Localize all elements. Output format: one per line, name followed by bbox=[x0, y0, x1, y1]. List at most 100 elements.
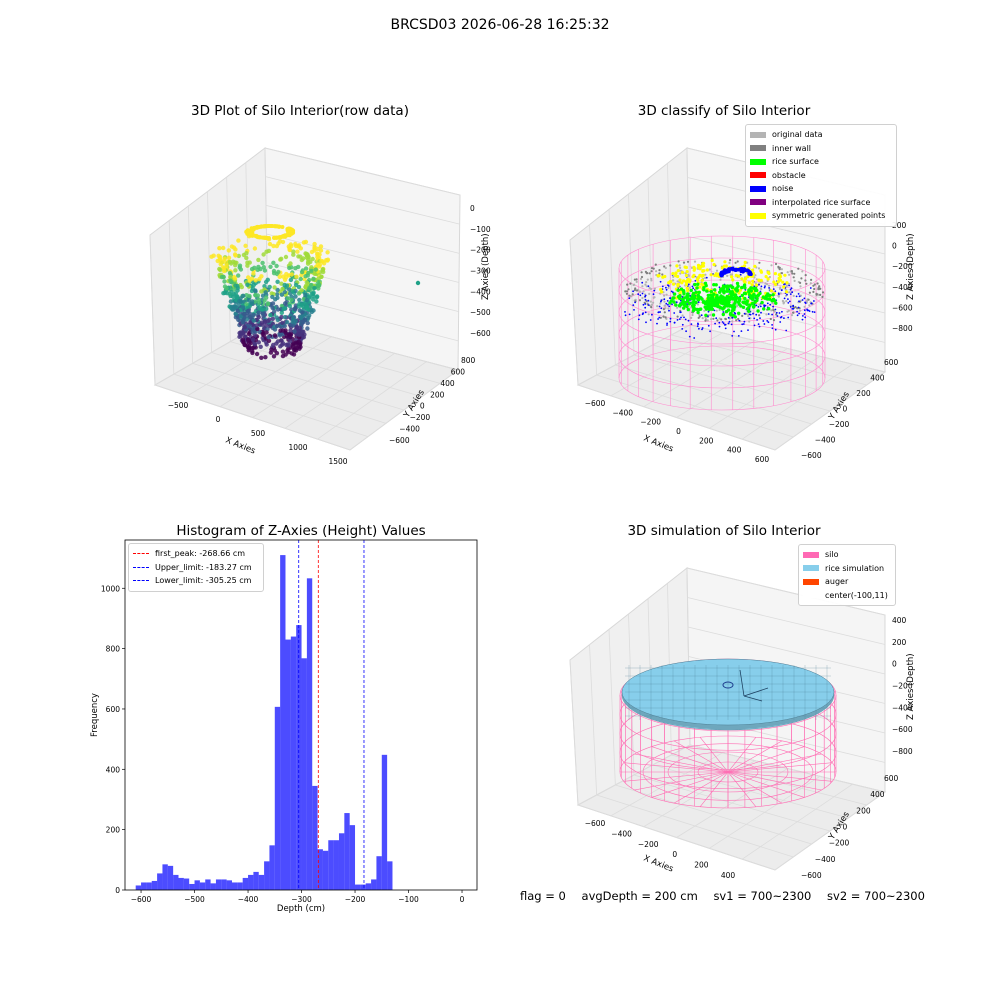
classify-point bbox=[799, 285, 802, 288]
raw-point bbox=[319, 258, 324, 264]
raw-point bbox=[247, 324, 253, 329]
hist-bar bbox=[194, 880, 200, 890]
classify-point bbox=[714, 283, 718, 287]
classify-point bbox=[710, 258, 714, 263]
hist-frame bbox=[124, 539, 478, 891]
legend-item: Upper_limit: -183.27 cm bbox=[133, 561, 257, 575]
silo-floor-spoke bbox=[727, 771, 833, 782]
legend-swatch bbox=[803, 551, 819, 558]
classify-point bbox=[676, 280, 679, 283]
raw-point bbox=[268, 312, 273, 318]
raw-point bbox=[283, 254, 289, 260]
classify-point bbox=[788, 284, 790, 287]
hist-legend: first_peak: -268.66 cm Upper_limit: -183.… bbox=[128, 543, 264, 592]
classify-point bbox=[809, 287, 812, 289]
classify-point bbox=[734, 296, 739, 300]
classify-point bbox=[637, 318, 640, 321]
raw-point bbox=[271, 260, 276, 265]
raw-point bbox=[255, 267, 260, 272]
classify-point bbox=[780, 268, 783, 271]
classify-point bbox=[689, 297, 694, 301]
sim-y-tick: 600 bbox=[884, 774, 899, 783]
raw-point bbox=[288, 339, 293, 344]
raw-points bbox=[209, 224, 421, 360]
classify-point bbox=[778, 287, 782, 290]
classify-point bbox=[655, 270, 658, 273]
classify-point bbox=[756, 309, 760, 313]
classify-point bbox=[624, 311, 626, 313]
raw-point bbox=[297, 297, 302, 303]
raw-point bbox=[267, 324, 273, 329]
raw-point bbox=[287, 287, 292, 292]
legend-swatch bbox=[803, 578, 819, 585]
classify-point bbox=[712, 283, 716, 287]
classify-point bbox=[718, 296, 722, 301]
classify-point bbox=[676, 284, 680, 288]
classify-point bbox=[798, 312, 800, 315]
classify-point bbox=[693, 260, 697, 263]
classify-point bbox=[739, 273, 742, 276]
raw-point bbox=[293, 340, 298, 345]
raw-point bbox=[301, 240, 307, 245]
raw-point bbox=[248, 232, 253, 236]
raw-point bbox=[315, 294, 320, 299]
raw-point bbox=[252, 246, 258, 251]
classify-point bbox=[701, 269, 705, 273]
cls-z-tick: −600 bbox=[892, 303, 913, 312]
legend-label: inner wall bbox=[772, 143, 812, 153]
raw-point bbox=[309, 309, 314, 315]
raw-point bbox=[309, 269, 314, 274]
raw-z-tick: −500 bbox=[470, 308, 491, 317]
cls-z-tick: −400 bbox=[892, 283, 913, 292]
classify-point bbox=[660, 299, 663, 302]
raw-point bbox=[296, 291, 302, 296]
classify-point bbox=[721, 307, 725, 311]
classify-point bbox=[703, 309, 706, 312]
classify-point bbox=[626, 283, 629, 286]
classify-point bbox=[787, 298, 789, 300]
sim-z-ticks: 400 200 0 −200 −400 −600 −800 bbox=[892, 616, 913, 756]
classify-point bbox=[786, 310, 789, 313]
classify-point bbox=[726, 269, 731, 273]
classify-point bbox=[641, 285, 644, 288]
raw-point bbox=[321, 269, 326, 275]
raw-point bbox=[415, 280, 421, 286]
raw-point bbox=[280, 225, 285, 229]
classify-point bbox=[660, 307, 663, 310]
classify-point bbox=[696, 303, 699, 306]
raw-point bbox=[305, 326, 310, 331]
classify-x-ticks: −600 −400 −200 0 200 400 600 bbox=[585, 399, 770, 464]
classify-point bbox=[765, 297, 770, 301]
classify-point bbox=[784, 290, 789, 294]
classify-point bbox=[733, 293, 738, 297]
classify-point bbox=[682, 306, 686, 310]
classify-point bbox=[629, 282, 632, 285]
raw-point bbox=[293, 282, 299, 288]
raw-point bbox=[232, 252, 238, 257]
classify-point bbox=[782, 285, 786, 289]
classify-y-ticks: −600 −400 −200 0 200 400 600 bbox=[801, 358, 899, 460]
raw-point bbox=[304, 305, 309, 310]
classify-point bbox=[659, 311, 661, 313]
classify-point bbox=[674, 303, 678, 307]
classify-point bbox=[628, 297, 631, 300]
hist-bar bbox=[189, 883, 195, 890]
raw-point bbox=[259, 320, 265, 325]
classify-point bbox=[708, 268, 711, 271]
auger-shaft bbox=[739, 669, 745, 697]
hist-bar bbox=[146, 882, 152, 890]
classify-point bbox=[661, 275, 665, 279]
raw-point bbox=[240, 331, 246, 336]
hist-title: Histogram of Z-Axies (Height) Values bbox=[176, 523, 426, 539]
classify-point bbox=[812, 290, 815, 293]
classify-point bbox=[789, 306, 792, 308]
hist-x-tick: −300 bbox=[291, 895, 312, 904]
classify-point bbox=[656, 322, 658, 325]
hist-bar bbox=[205, 879, 211, 890]
classify-point bbox=[721, 312, 725, 317]
raw-point bbox=[260, 331, 265, 337]
classify-point bbox=[645, 285, 648, 288]
classify-point bbox=[707, 307, 712, 312]
raw-point bbox=[236, 238, 241, 243]
classify-point bbox=[697, 301, 700, 303]
